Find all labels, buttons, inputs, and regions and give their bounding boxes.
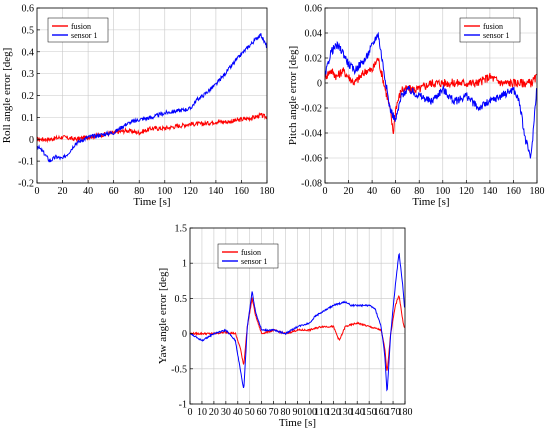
y-tick-label: 0.1	[22, 113, 35, 124]
y-tick-label: 0	[29, 135, 34, 146]
y-tick-label: 0.02	[305, 54, 323, 65]
series-line-fusion	[36, 111, 267, 144]
x-tick-label: 140	[482, 186, 497, 197]
legend-label: fusion	[71, 22, 91, 31]
y-tick-label: -0.1	[18, 157, 34, 168]
x-tick-label: 120	[326, 407, 341, 418]
x-tick-label: 70	[269, 407, 279, 418]
y-tick-label: 0.6	[22, 4, 35, 15]
x-tick-label: 30	[221, 407, 231, 418]
x-tick-label: 170	[386, 407, 401, 418]
legend-label: sensor 1	[483, 31, 509, 40]
y-axis-label: Yaw angle error [deg]	[157, 268, 169, 364]
y-axis-label: Pitch angle error [deg]	[287, 46, 299, 145]
y-tick-label: -0.5	[171, 364, 187, 375]
y-tick-label: 0	[317, 79, 322, 90]
x-tick-label: 110	[314, 407, 329, 418]
x-tick-label: 120	[459, 186, 474, 197]
y-tick-label: 0.4	[22, 47, 35, 58]
x-tick-label: 60	[109, 186, 119, 197]
legend-box	[47, 17, 109, 43]
x-tick-label: 80	[414, 186, 424, 197]
x-tick-label: 180	[530, 186, 545, 197]
x-tick-label: 160	[506, 186, 521, 197]
series-line-fusion	[189, 295, 405, 371]
x-tick-label: 20	[58, 186, 68, 197]
y-tick-label: -0.08	[301, 179, 322, 190]
y-tick-label: -0.02	[301, 104, 322, 115]
x-tick-label: 140	[208, 186, 223, 197]
x-axis-label: Time [s]	[412, 196, 449, 208]
x-tick-label: 40	[83, 186, 93, 197]
series-line-sensor-1	[324, 31, 538, 159]
plot-frame	[324, 7, 538, 184]
x-axis-label: Time [s]	[133, 196, 170, 208]
x-tick-label: 100	[302, 407, 317, 418]
legend-label: sensor 1	[241, 257, 267, 266]
y-tick-label: 0.5	[22, 25, 35, 36]
y-tick-label: 0.3	[22, 69, 35, 80]
y-tick-label: -0.04	[301, 129, 322, 140]
series-line-sensor-1	[36, 33, 267, 163]
y-tick-label: 0.06	[305, 4, 323, 15]
series-line-sensor-1	[189, 252, 406, 392]
y-tick-label: -0.06	[301, 154, 322, 165]
x-tick-label: 20	[209, 407, 219, 418]
chart-3: 0 10 20 30 40 50 60 70 80 90 100110120130140150160…	[157, 224, 413, 430]
x-tick-label: 150	[362, 407, 377, 418]
x-tick-label: 80	[134, 186, 144, 197]
y-tick-label: 1	[182, 259, 187, 270]
y-tick-label: 0.2	[22, 91, 35, 102]
x-tick-label: 40	[233, 407, 243, 418]
x-tick-label: 60	[391, 186, 401, 197]
x-tick-label: 20	[344, 186, 354, 197]
x-tick-label: 90	[293, 407, 303, 418]
x-tick-label: 100	[157, 186, 172, 197]
x-tick-label: 180	[398, 407, 413, 418]
x-tick-label: 130	[338, 407, 353, 418]
y-axis-label: Roll angle error [deg]	[1, 48, 13, 144]
x-tick-label: 0	[188, 407, 193, 418]
x-tick-label: 100	[435, 186, 450, 197]
y-tick-label: 0	[182, 329, 187, 340]
chart-1: 0 20 40 60 80 100 120 140 160 180 -0.2 -0.1 0 0.1 0.2 0…	[1, 4, 275, 209]
legend-label: fusion	[241, 248, 261, 257]
y-tick-label: 0.5	[175, 294, 188, 305]
x-tick-label: 10	[197, 407, 207, 418]
legend-box	[217, 243, 279, 269]
legend-label: fusion	[483, 22, 503, 31]
x-tick-label: 80	[281, 407, 291, 418]
x-tick-label: 120	[183, 186, 198, 197]
x-axis-label: Time [s]	[279, 417, 316, 429]
x-tick-label: 40	[367, 186, 377, 197]
y-tick-label: 0.04	[305, 29, 323, 40]
x-tick-label: 160	[374, 407, 389, 418]
chart-2: 0 20 40 60 80 100 120 140 160 180 -0.08 -0.06 -0.04 -…	[287, 4, 545, 209]
x-tick-label: 160	[234, 186, 249, 197]
series-line-fusion	[324, 57, 537, 135]
y-tick-label: 1.5	[175, 224, 188, 235]
y-tick-label: -1	[179, 400, 187, 411]
x-tick-label: 140	[350, 407, 365, 418]
x-tick-label: 60	[257, 407, 267, 418]
x-tick-label: 180	[260, 186, 275, 197]
legend-box	[459, 17, 521, 43]
x-tick-label: 50	[245, 407, 255, 418]
x-tick-label: 0	[35, 186, 40, 197]
legend-label: sensor 1	[71, 31, 97, 40]
x-tick-label: 0	[323, 186, 328, 197]
y-tick-label: -0.2	[18, 179, 34, 190]
